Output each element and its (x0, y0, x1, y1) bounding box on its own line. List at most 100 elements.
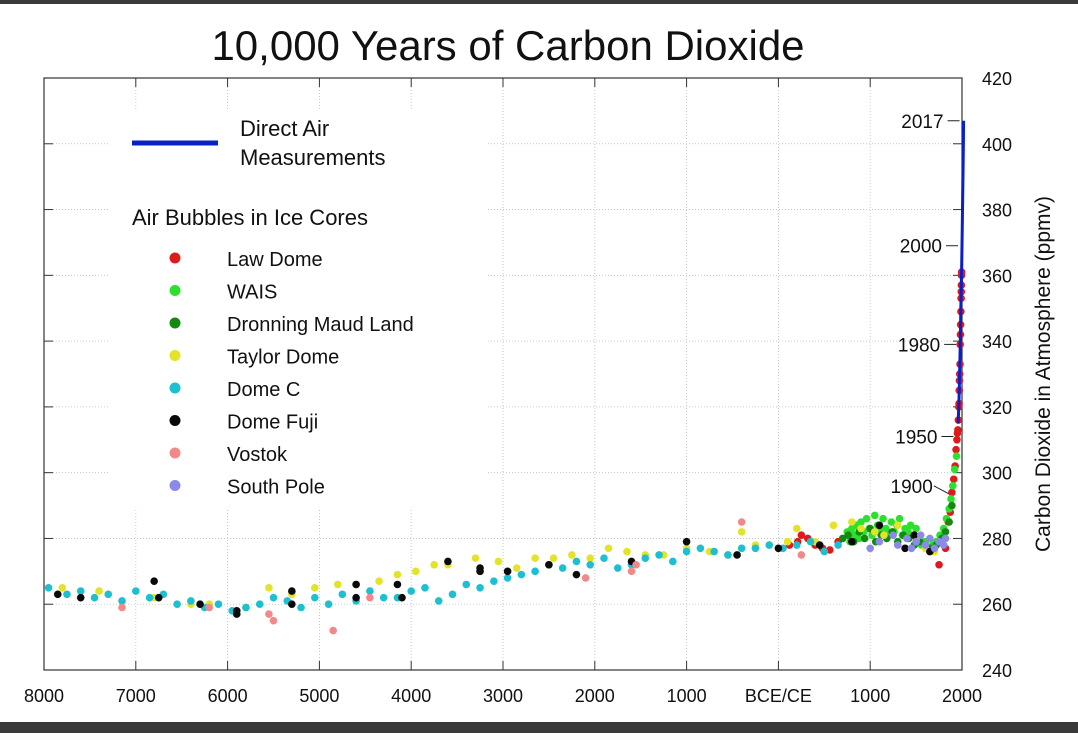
point-dome-c (118, 597, 126, 605)
y-tick-label: 260 (982, 595, 1012, 615)
point-wais (947, 495, 955, 503)
point-dome-c (173, 600, 181, 609)
point-dome-c (297, 603, 305, 612)
point-taylor-dome (870, 528, 879, 536)
legend-line-label-1: Direct Air (240, 116, 329, 141)
point-dome-c (366, 587, 374, 595)
point-dome-c (503, 574, 512, 582)
point-vostok (632, 560, 640, 569)
y-tick-label: 400 (982, 135, 1012, 155)
point-dome-c (600, 554, 608, 562)
point-dome-fuji (53, 590, 62, 599)
legend-label-south-pole: South Pole (227, 477, 325, 499)
point-dome-fuji (815, 541, 824, 549)
point-dronning-maud-land (838, 534, 847, 543)
point-law-dome (797, 531, 806, 539)
point-taylor-dome (531, 554, 539, 562)
point-dronning-maud-land (945, 518, 953, 526)
year-label: 1900 (891, 477, 933, 498)
point-taylor-dome (604, 544, 613, 553)
year-label: 2000 (900, 237, 942, 258)
chart-title: 10,000 Years of Carbon Dioxide (211, 22, 804, 69)
point-wais (849, 531, 858, 539)
point-dome-c (792, 541, 801, 549)
point-dome-fuji (288, 600, 296, 609)
point-dome-fuji (901, 544, 909, 553)
point-wais (949, 482, 957, 490)
legend-label-dome-c: Dome C (227, 379, 300, 401)
point-dome-fuji (503, 567, 512, 576)
year-label: 1980 (898, 335, 940, 356)
legend-swatch-dome-fuji (169, 415, 181, 426)
year-label: 1950 (895, 427, 937, 448)
x-tick-label: 1000 (850, 686, 890, 706)
point-taylor-dome (375, 577, 383, 585)
point-wais (906, 521, 915, 530)
point-taylor-dome (623, 547, 631, 556)
point-dome-c (696, 544, 705, 553)
point-south-pole (926, 534, 934, 543)
point-dome-fuji (288, 587, 296, 595)
x-axis-ticks: 8000 7000 6000 5000 4000 3000 2000 1000 BCE/CE 10… (24, 78, 982, 706)
point-dome-fuji (476, 567, 484, 576)
data-points (44, 120, 966, 635)
top-border (0, 0, 1078, 4)
point-law-dome (953, 435, 961, 444)
point-dome-c (834, 541, 842, 549)
point-wais (895, 514, 904, 523)
point-taylor-dome (512, 564, 521, 572)
point-taylor-dome (471, 554, 480, 562)
point-dome-c (63, 590, 71, 599)
y-axis-ticks: 240 260 280 300 320 340 360 380 400 420 (44, 69, 1012, 681)
legend-swatch-wais (169, 285, 181, 296)
point-dome-c (820, 547, 829, 556)
point-south-pole (930, 544, 939, 553)
legend-swatch-law-dome (169, 252, 181, 264)
point-dome-c (407, 587, 416, 595)
point-dronning-maud-land (844, 531, 852, 539)
point-south-pole (916, 531, 925, 539)
point-dome-c (269, 593, 278, 602)
legend-background (110, 110, 486, 508)
point-dome-fuji (398, 593, 406, 602)
legend-swatch-dronning-maud-land (169, 317, 181, 329)
point-law-dome (935, 560, 943, 569)
point-dronning-maud-land (948, 501, 956, 510)
point-dome-c (558, 564, 567, 572)
y-axis-label: Carbon Dioxide in Atmosphere (ppmv) (1032, 196, 1055, 552)
point-wais (862, 514, 871, 523)
point-taylor-dome (893, 521, 902, 530)
point-dome-fuji (910, 531, 919, 539)
x-tick-label: BCE/CE (745, 686, 812, 706)
x-tick-label: 2000 (942, 686, 982, 706)
point-dome-c (613, 564, 622, 572)
point-dome-c (421, 583, 429, 592)
point-dome-c (517, 570, 526, 579)
point-taylor-dome (311, 583, 319, 592)
point-dome-c (90, 593, 99, 602)
point-taylor-dome (792, 524, 801, 533)
point-taylor-dome (58, 583, 67, 592)
point-wais (882, 524, 890, 533)
point-south-pole (889, 531, 897, 539)
point-taylor-dome (430, 560, 438, 569)
legend-swatch-vostok (169, 447, 181, 459)
point-dome-c (44, 583, 53, 592)
bottom-border (0, 722, 1078, 733)
point-dome-c (214, 600, 223, 609)
point-dome-c (324, 600, 333, 609)
point-wais (887, 518, 896, 526)
point-dome-c (682, 547, 691, 556)
point-dome-c (572, 557, 581, 566)
point-law-dome (954, 426, 962, 434)
point-dome-c (490, 577, 498, 585)
x-tick-label: 4000 (391, 686, 431, 706)
point-dome-fuji (352, 593, 360, 602)
direct-air-line (956, 120, 966, 424)
point-dome-fuji (154, 593, 163, 602)
point-dome-c (104, 590, 113, 599)
point-dronning-maud-land (941, 528, 950, 536)
point-taylor-dome (857, 524, 865, 533)
point-taylor-dome (393, 570, 402, 579)
